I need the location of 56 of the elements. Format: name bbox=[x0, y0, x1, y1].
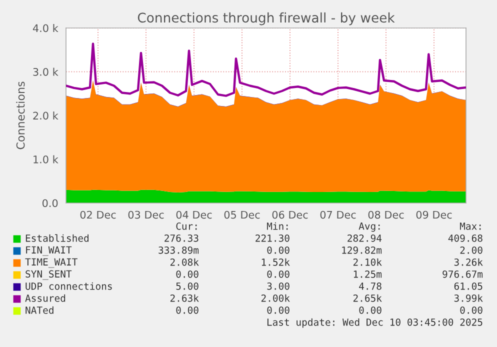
text: 61.05 bbox=[454, 282, 482, 290]
text: 5.00 bbox=[176, 282, 198, 290]
y-axis-title: Connections bbox=[16, 82, 25, 150]
text: 2.00 bbox=[460, 246, 482, 254]
x-tick-label: 03 Dec bbox=[128, 210, 164, 219]
text: 2.65k bbox=[353, 294, 382, 302]
text: 0.00 bbox=[267, 270, 290, 278]
x-tick-label: 06 Dec bbox=[272, 210, 308, 219]
legend-label: SYN_SENT bbox=[26, 270, 72, 280]
x-tick-label: 08 Dec bbox=[368, 210, 404, 219]
text: 2.08k bbox=[170, 258, 199, 266]
chart-title: Connections through firewall - by week bbox=[138, 12, 395, 26]
text: 0.00 bbox=[460, 306, 482, 314]
line-series bbox=[66, 42, 466, 97]
text: Cur: bbox=[176, 222, 197, 230]
text: Last update: Wed Dec 10 03:45:00 2025 bbox=[267, 318, 482, 328]
y-tick-label: 2.0 k bbox=[33, 112, 58, 120]
legend-label: FIN_WAIT bbox=[26, 246, 72, 256]
legend-label: NATed bbox=[26, 306, 54, 314]
text: 3.99k bbox=[454, 294, 483, 302]
x-tick-label: 04 Dec bbox=[176, 210, 212, 219]
y-tick-label: 0.0 bbox=[42, 199, 58, 208]
text: 2.10k bbox=[353, 258, 382, 266]
text: 409.68 bbox=[448, 234, 482, 242]
text: 976.67m bbox=[442, 270, 483, 278]
text: 4.78 bbox=[359, 282, 382, 290]
text: 1.52k bbox=[262, 258, 290, 266]
text: 0.00 bbox=[267, 306, 290, 314]
text: Avg: bbox=[358, 222, 380, 232]
x-tick-label: 02 Dec bbox=[80, 210, 116, 219]
text: 0.00 bbox=[176, 306, 198, 314]
x-tick-label: 09 Dec bbox=[416, 210, 452, 219]
text: 0.00 bbox=[359, 306, 382, 314]
x-tick-label: 05 Dec bbox=[224, 210, 260, 219]
y-tick-label: 3.0 k bbox=[33, 68, 58, 76]
legend-label: Assured bbox=[25, 294, 66, 302]
text: 129.82m bbox=[342, 246, 382, 254]
text: Max: bbox=[460, 222, 481, 230]
legend-label: UDP connections bbox=[26, 282, 112, 290]
x-tick-label: 07 Dec bbox=[320, 210, 356, 219]
text: 0.00 bbox=[267, 246, 290, 254]
text: 333.89m bbox=[158, 246, 199, 254]
text: 2.63k bbox=[170, 294, 199, 302]
text: Min: bbox=[266, 222, 288, 230]
text: 3.26k bbox=[454, 258, 483, 266]
y-tick-label: 1.0 k bbox=[34, 155, 58, 164]
legend-label: Established bbox=[26, 234, 88, 242]
text: 221.30 bbox=[256, 234, 290, 242]
text: 282.94 bbox=[348, 234, 382, 242]
y-tick-label: 4.0 k bbox=[32, 24, 58, 32]
text: 1.25m bbox=[354, 270, 382, 278]
text: 276.33 bbox=[164, 234, 198, 242]
text: 3.00 bbox=[267, 282, 290, 290]
legend-label: TIME_WAIT bbox=[25, 258, 78, 268]
text: 2.00k bbox=[261, 294, 290, 302]
text: 0.00 bbox=[176, 270, 198, 278]
